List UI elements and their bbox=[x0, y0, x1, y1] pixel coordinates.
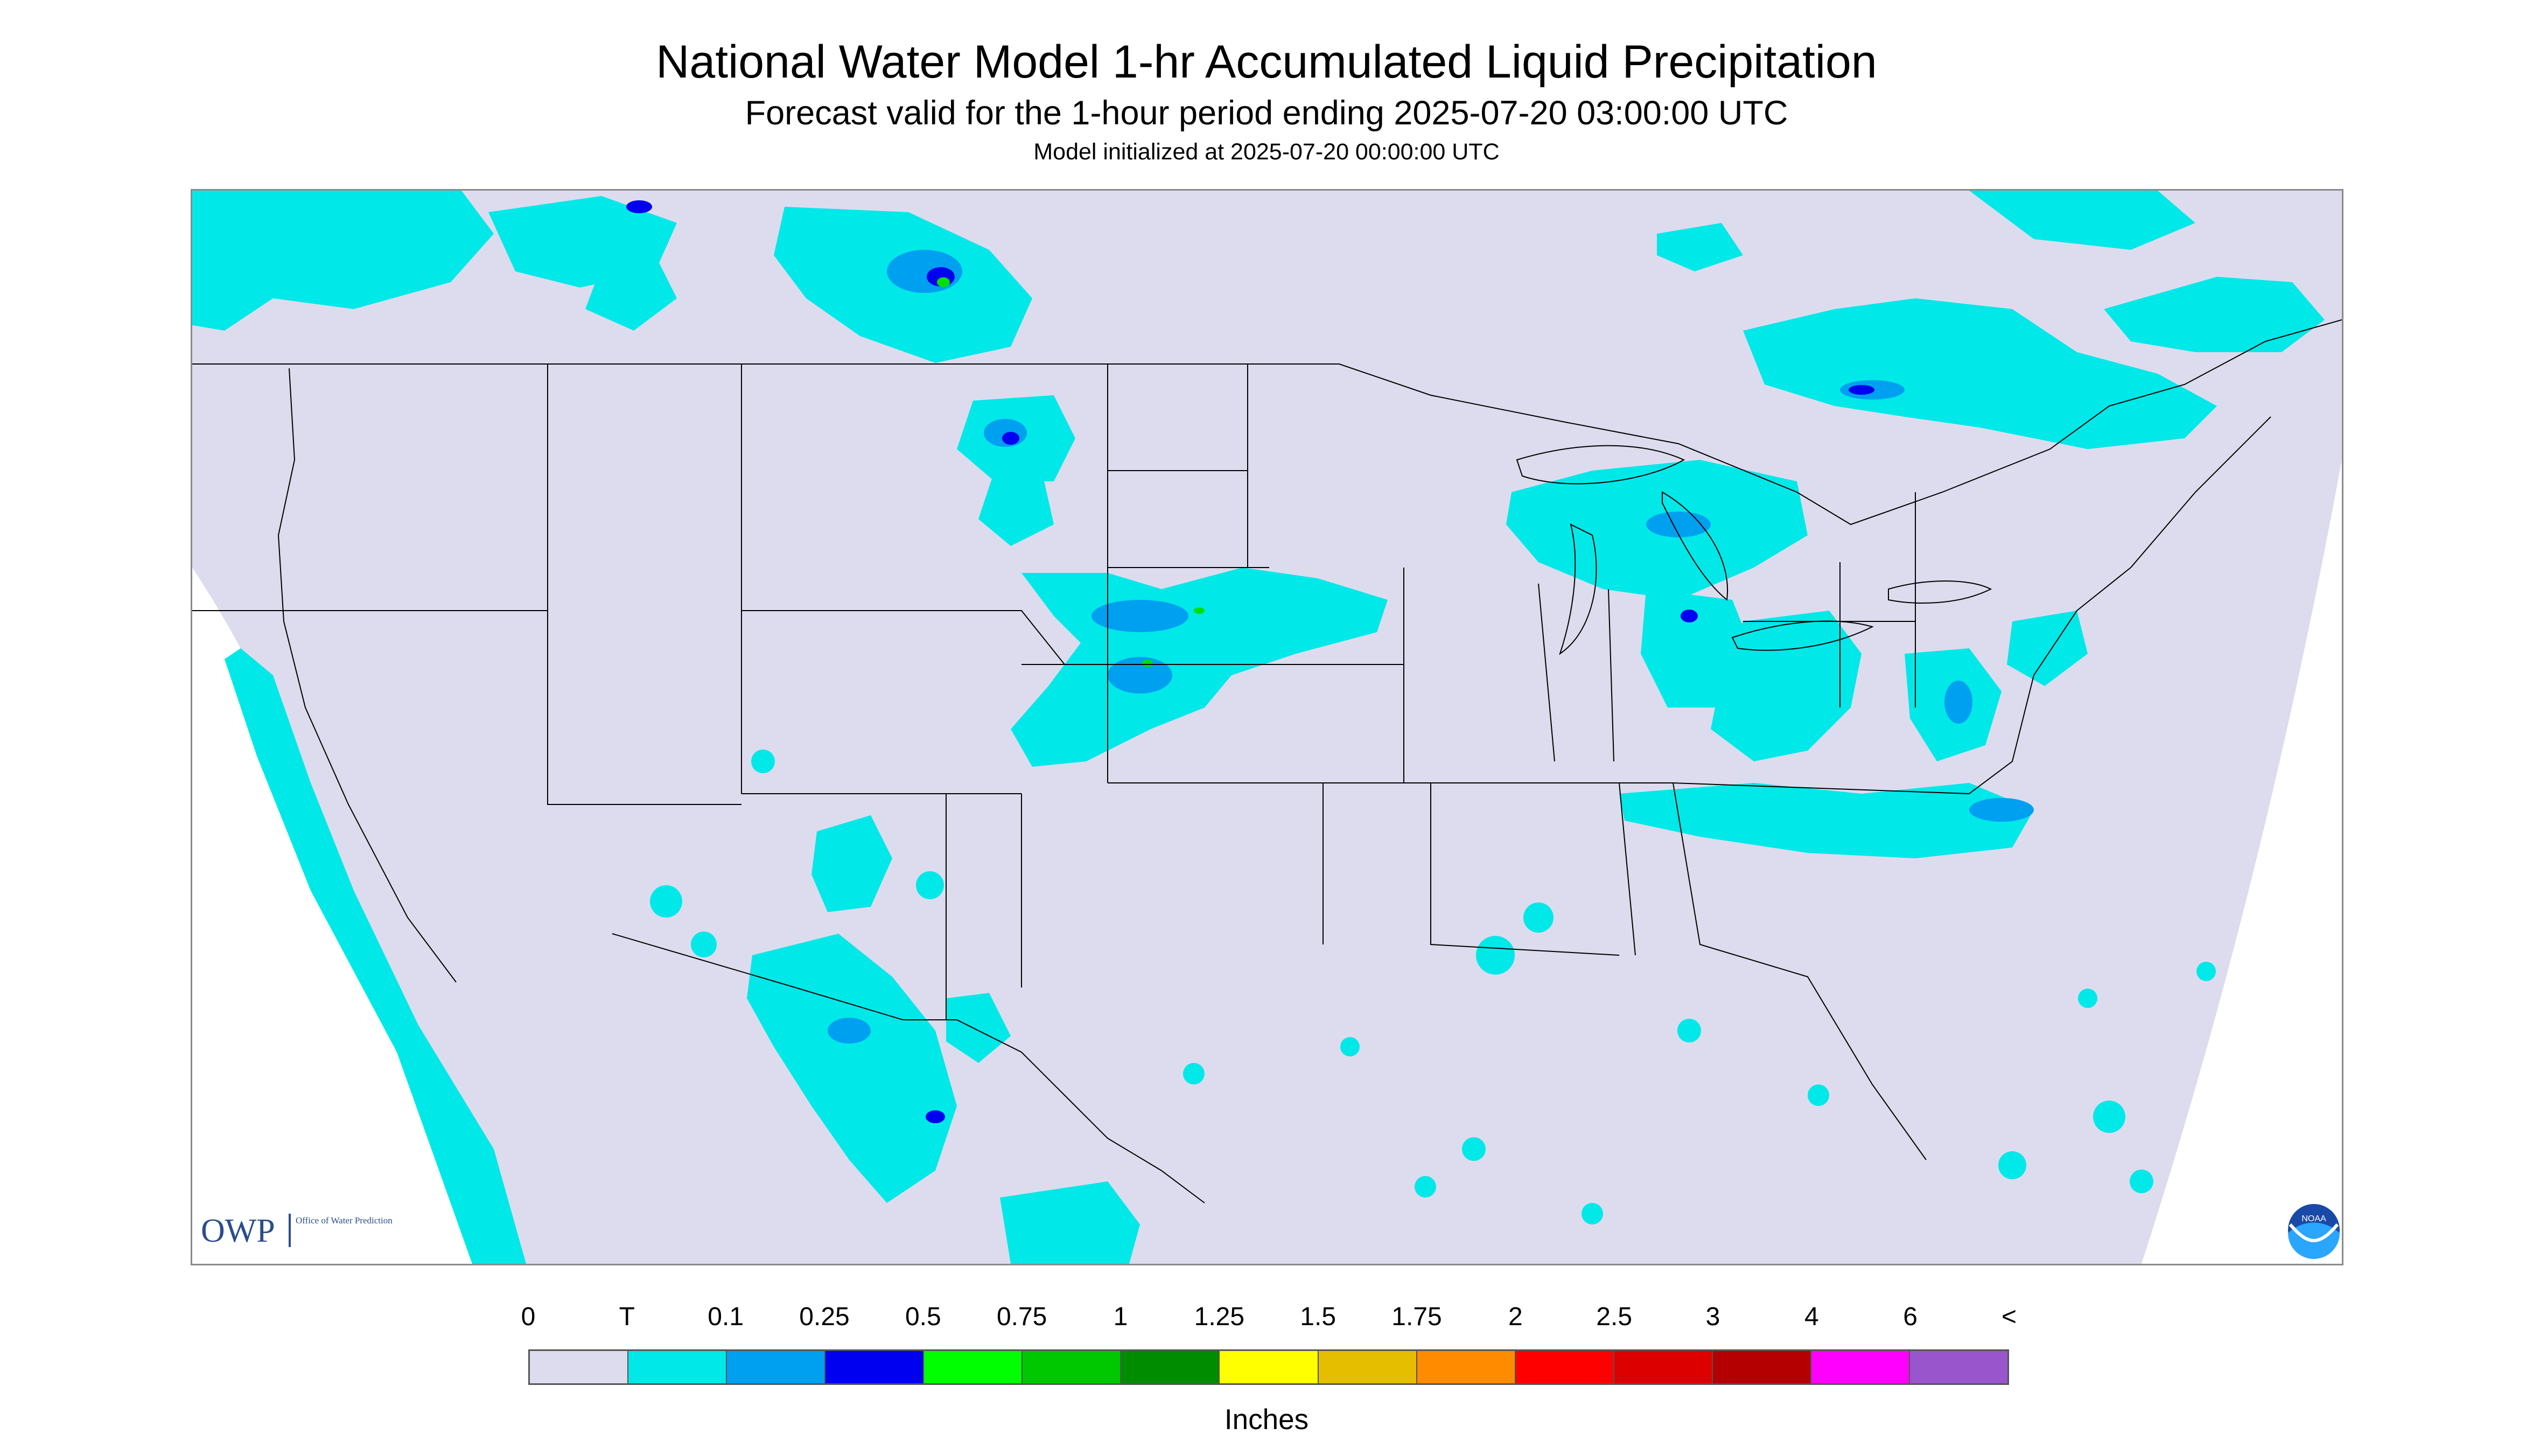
map-canvas: OWP Office of Water Prediction NOAA bbox=[192, 191, 2342, 1264]
legend-swatch bbox=[924, 1351, 1023, 1383]
peak-precip-areas bbox=[937, 277, 1205, 667]
owp-logo-caption: Office of Water Prediction bbox=[296, 1215, 393, 1226]
owp-logo: OWP Office of Water Prediction bbox=[201, 1213, 393, 1249]
legend-swatch bbox=[825, 1351, 925, 1383]
legend-swatch bbox=[1318, 1351, 1417, 1383]
legend-swatch bbox=[1220, 1351, 1319, 1383]
legend-tick-label: 1.25 bbox=[1194, 1303, 1245, 1331]
model-domain bbox=[192, 191, 2342, 1264]
model-init-line: Model initialized at 2025-07-20 00:00:00… bbox=[1033, 139, 1500, 165]
legend-tick-label: 4 bbox=[1804, 1303, 1819, 1331]
precipitation-map: OWP Office of Water Prediction NOAA bbox=[191, 189, 2343, 1265]
legend-tick-label: 0.25 bbox=[799, 1303, 850, 1331]
legend-swatch bbox=[1515, 1351, 1614, 1383]
legend-swatch bbox=[1121, 1351, 1220, 1383]
legend-tick-label: 0.75 bbox=[996, 1303, 1047, 1331]
legend-tick-label: 2 bbox=[1508, 1303, 1523, 1331]
legend-swatch bbox=[1811, 1351, 1910, 1383]
legend-tick-label: 1 bbox=[1113, 1303, 1128, 1331]
legend-swatch bbox=[1417, 1351, 1516, 1383]
legend-tick-label: 0 bbox=[521, 1303, 536, 1331]
legend-tick-label: 3 bbox=[1705, 1303, 1720, 1331]
noaa-logo: NOAA bbox=[2288, 1204, 2340, 1259]
legend-tick-label: 0.1 bbox=[708, 1303, 744, 1331]
precip-color-scale bbox=[528, 1349, 2009, 1385]
legend-tick-label: 1.5 bbox=[1300, 1303, 1337, 1331]
legend-swatch bbox=[1023, 1351, 1122, 1383]
great-lakes bbox=[1516, 445, 1992, 655]
legend-tick-label: 0.5 bbox=[905, 1303, 941, 1331]
legend-units: Inches bbox=[1224, 1404, 1309, 1436]
noaa-logo-text: NOAA bbox=[2301, 1214, 2326, 1223]
legend-tick-label: T bbox=[619, 1303, 635, 1331]
legend-swatch bbox=[1909, 1351, 2007, 1383]
legend-swatch bbox=[727, 1351, 826, 1383]
legend-swatch bbox=[1614, 1351, 1713, 1383]
legend-tick-label: 6 bbox=[1903, 1303, 1918, 1331]
legend-labels: 0 T 0.1 0.25 0.5 0.75 1 1.25 1.5 1.75 2 2.5 3 4 6 < bbox=[521, 1302, 2017, 1340]
legend-swatch bbox=[1712, 1351, 1811, 1383]
west-coast bbox=[277, 368, 457, 983]
legend-tick-label: < bbox=[2001, 1303, 2017, 1331]
legend-tick-label: 1.75 bbox=[1391, 1303, 1442, 1331]
us-canada-border bbox=[192, 319, 2342, 526]
legend-tick-label: 2.5 bbox=[1596, 1303, 1633, 1331]
forecast-valid-subtitle: Forecast valid for the 1-hour period end… bbox=[745, 94, 1788, 132]
us-mexico-border bbox=[612, 933, 1205, 1203]
political-boundaries bbox=[192, 319, 2342, 1203]
map-title: National Water Model 1-hr Accumulated Li… bbox=[656, 36, 1877, 88]
legend-swatch bbox=[628, 1351, 727, 1383]
owp-logo-text: OWP bbox=[201, 1213, 275, 1249]
moderate-precip-areas bbox=[828, 250, 2034, 1044]
legend-swatch bbox=[530, 1351, 629, 1383]
